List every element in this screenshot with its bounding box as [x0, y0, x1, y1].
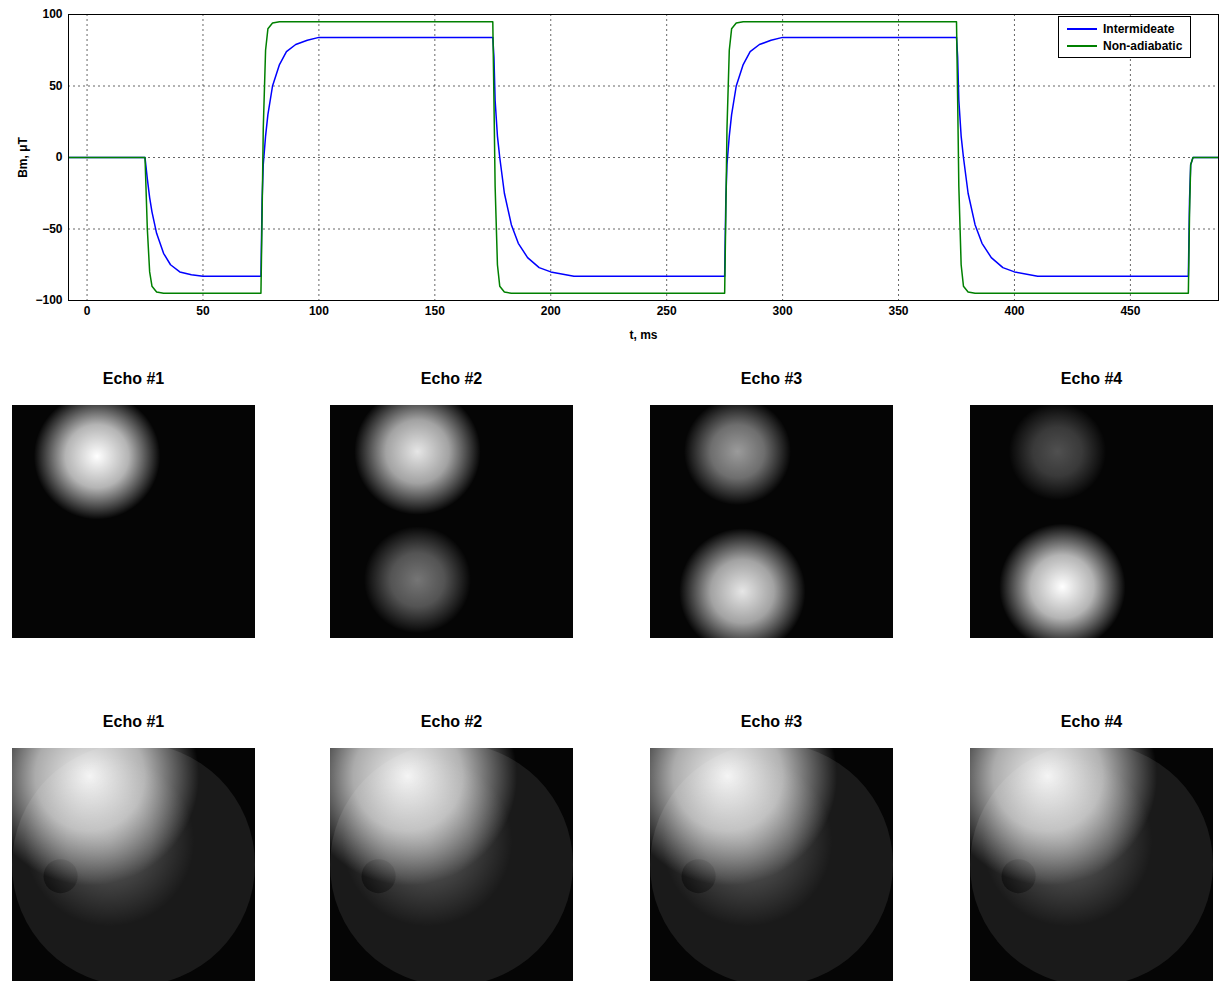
svg-text:t, ms: t, ms [629, 328, 657, 342]
svg-text:150: 150 [425, 304, 445, 318]
svg-text:50: 50 [196, 304, 210, 318]
svg-text:300: 300 [773, 304, 793, 318]
svg-text:250: 250 [657, 304, 677, 318]
svg-text:0: 0 [84, 304, 91, 318]
html-text:Echo #4: Echo #4 [1060, 713, 1123, 730]
svg-text:450: 450 [1120, 304, 1140, 318]
html-text:Echo #3: Echo #3 [740, 370, 803, 387]
svg-text:−50: −50 [42, 222, 63, 236]
svg-text:100: 100 [42, 7, 62, 21]
html-text:Echo #2: Echo #2 [420, 370, 483, 387]
html-text:Non-adiabatic: Non-adiabatic [1103, 38, 1183, 53]
html-text:Echo #4: Echo #4 [1060, 370, 1123, 387]
svg-text:350: 350 [889, 304, 909, 318]
html-text:Echo #1: Echo #1 [102, 370, 165, 387]
html-text:Intermideate: Intermideate [1103, 21, 1175, 36]
svg-text:0: 0 [56, 150, 63, 164]
svg-text:−100: −100 [35, 293, 62, 307]
svg-text:200: 200 [541, 304, 561, 318]
svg-text:400: 400 [1004, 304, 1024, 318]
svg-text:50: 50 [49, 79, 63, 93]
html-text:Echo #3: Echo #3 [740, 713, 803, 730]
svg-text:Bm, μT: Bm, μT [16, 136, 30, 177]
svg-text:100: 100 [309, 304, 329, 318]
html-text:Echo #1: Echo #1 [102, 713, 165, 730]
html-text:Echo #2: Echo #2 [420, 713, 483, 730]
